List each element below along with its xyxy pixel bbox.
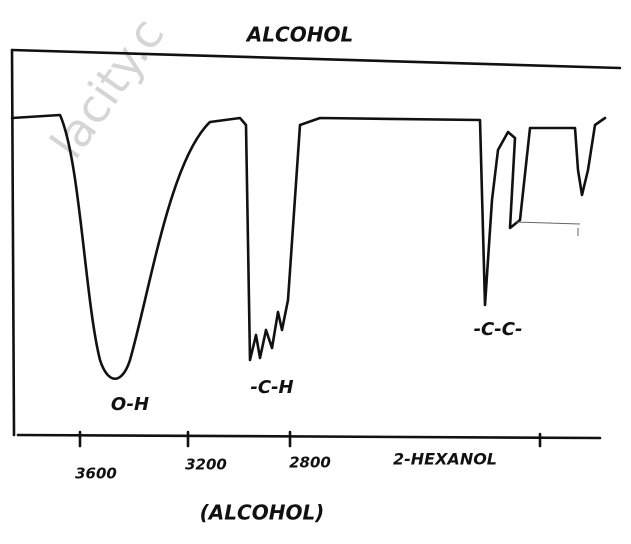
compound-label: 2-HEXANOL xyxy=(393,450,497,469)
peak-label: -C-C- xyxy=(474,319,523,340)
frame-top xyxy=(10,48,622,70)
spectrum-curve xyxy=(10,113,607,380)
axis-ticks xyxy=(78,430,542,448)
watermark: lacity.c xyxy=(40,8,175,168)
axis-label: 3600 xyxy=(75,465,117,483)
caption: (ALCOHOL) xyxy=(200,501,325,525)
x-axis xyxy=(16,433,602,440)
frame-left xyxy=(10,48,16,437)
axis-label: 3200 xyxy=(185,456,227,474)
title: ALCOHOL xyxy=(245,23,353,47)
peak-label: -C-H xyxy=(250,377,293,398)
guide-line xyxy=(514,221,581,236)
peak-label: O-H xyxy=(111,394,149,415)
axis-label: 2800 xyxy=(289,454,331,472)
